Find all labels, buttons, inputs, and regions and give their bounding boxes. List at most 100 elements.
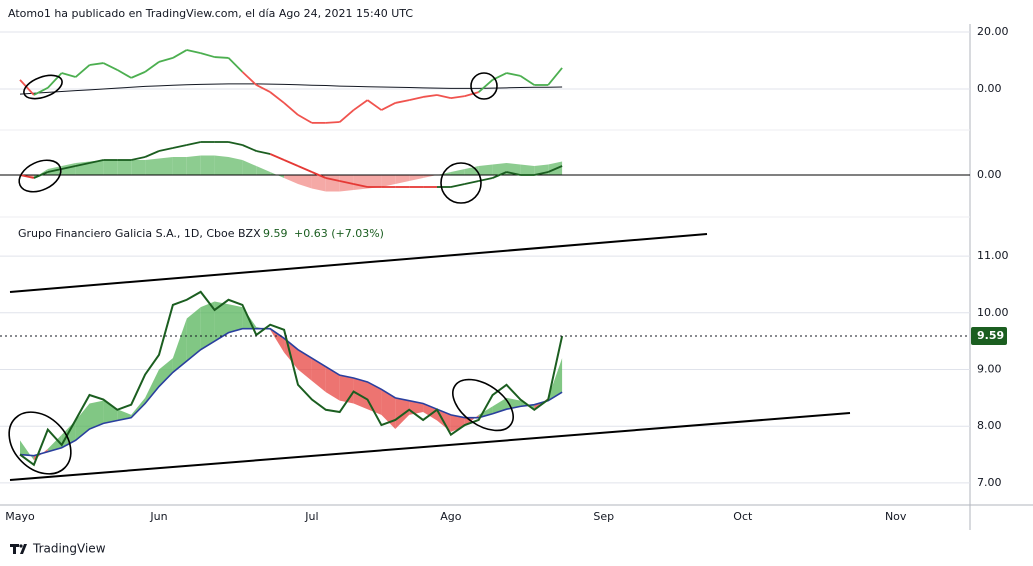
y-tick-label: 20.00 xyxy=(977,25,1009,38)
cloud-segment xyxy=(172,318,187,373)
oscillator-segment xyxy=(116,69,132,79)
line-segment xyxy=(464,180,479,185)
oscillator-segment xyxy=(89,62,104,66)
oscillator-segment xyxy=(297,114,313,124)
area-segment xyxy=(228,157,243,175)
y-tick-label: 10.00 xyxy=(977,306,1009,319)
oscillator-segment xyxy=(283,102,299,116)
oscillator-segment xyxy=(506,72,521,77)
cloud-segment xyxy=(270,328,285,353)
line-segment xyxy=(144,150,160,158)
oscillator-segment xyxy=(214,56,229,59)
oscillator-segment xyxy=(241,71,257,86)
x-tick-label: Nov xyxy=(885,510,907,523)
cloud-segment xyxy=(325,366,340,401)
cloud-segment xyxy=(298,349,312,381)
oscillator-segment xyxy=(353,99,369,111)
moving-average xyxy=(19,327,563,457)
oscillator-segment xyxy=(19,79,35,96)
x-tick-label: Ago xyxy=(440,510,462,523)
legend-price: 9.59 xyxy=(263,227,288,240)
oscillator-segment xyxy=(436,94,452,99)
cloud-segment xyxy=(381,389,396,430)
oscillator-segment xyxy=(547,67,563,86)
area-segment xyxy=(256,166,271,175)
area-segment xyxy=(423,175,437,178)
oscillator-segment xyxy=(255,84,271,93)
line-segment xyxy=(61,165,76,170)
oscillator-segment xyxy=(75,64,91,78)
line-segment xyxy=(47,168,62,173)
line-segment xyxy=(172,144,187,149)
y-tick-label: 0.00 xyxy=(977,168,1002,181)
oscillator-segment xyxy=(422,94,438,98)
area-segment xyxy=(367,175,382,189)
area-segment xyxy=(381,175,396,187)
area-segment xyxy=(409,175,424,181)
plots xyxy=(0,31,970,484)
circle-mark xyxy=(8,411,72,475)
oscillator-segment xyxy=(227,57,244,73)
line-segment xyxy=(297,165,313,173)
area-segment xyxy=(131,160,146,175)
area-segment xyxy=(117,160,132,175)
area-segment xyxy=(325,175,340,192)
area-segment xyxy=(242,160,257,175)
line-segment xyxy=(158,147,174,152)
brand: TradingView xyxy=(32,542,106,556)
line-segment xyxy=(186,141,201,146)
cloud-segment xyxy=(450,414,465,432)
x-tick-label: Mayo xyxy=(5,510,35,523)
oscillator-segment xyxy=(339,109,355,123)
y-tick-label: 0.00 xyxy=(977,82,1002,95)
x-tick-label: Jul xyxy=(304,510,318,523)
line-segment xyxy=(547,165,563,173)
oscillator-segment xyxy=(47,72,63,89)
circle-mark xyxy=(470,72,498,100)
oscillator-segment xyxy=(366,99,382,111)
line-segment xyxy=(256,150,271,155)
symbol-title: Grupo Financiero Galicia S.A., 1D, Cboe … xyxy=(18,227,261,240)
oscillator-segment xyxy=(269,91,285,104)
line-segment xyxy=(506,171,521,176)
x-tick-label: Oct xyxy=(733,510,753,523)
area-segment xyxy=(89,160,104,175)
area-segment xyxy=(298,175,312,189)
line-segment xyxy=(33,171,49,179)
circle-mark xyxy=(440,162,482,204)
cloud-segment xyxy=(89,400,104,430)
oscillator-segment xyxy=(395,99,410,104)
line-segment xyxy=(75,162,90,167)
area-segment xyxy=(103,160,118,175)
circle-mark xyxy=(452,378,514,432)
area-segment xyxy=(311,175,326,192)
cloud-segment xyxy=(200,301,215,350)
line-segment xyxy=(311,171,327,179)
area-segment xyxy=(186,155,201,175)
cloud-segment xyxy=(20,440,34,461)
oscillator-segment xyxy=(172,49,188,59)
cloud-segment xyxy=(548,358,563,401)
publish-info: Atomo1 ha publicado en TradingView.com, … xyxy=(8,7,413,20)
cloud-segment xyxy=(103,400,118,424)
cloud-segment xyxy=(367,381,382,415)
area-segment xyxy=(450,169,465,175)
y-tick-label: 7.00 xyxy=(977,476,1002,489)
area-segment xyxy=(478,164,493,175)
area-segment xyxy=(353,175,368,190)
last-price-label: 9.59 xyxy=(977,329,1004,342)
area-segment xyxy=(159,157,173,175)
oscillator-segment xyxy=(519,75,535,86)
cloud-segment xyxy=(145,369,159,404)
area-segment xyxy=(520,164,535,175)
trendline xyxy=(9,412,851,481)
area-segment xyxy=(284,175,298,184)
cloud-segment xyxy=(395,397,410,430)
line-segment xyxy=(19,174,35,179)
cloud-segment xyxy=(339,375,354,404)
oscillator-segment xyxy=(380,102,396,111)
cloud-segment xyxy=(159,358,173,387)
oscillator-segment xyxy=(103,62,118,71)
area-segment xyxy=(200,155,215,175)
